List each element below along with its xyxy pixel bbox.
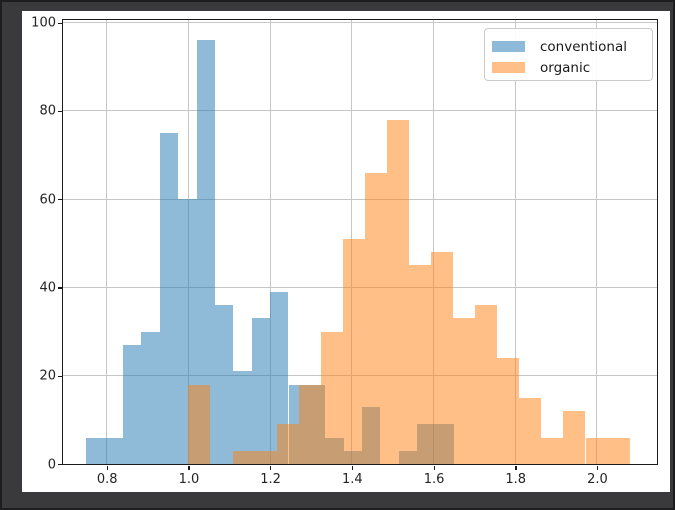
- y-tick-mark: [58, 287, 62, 289]
- legend: conventional organic: [484, 28, 653, 81]
- y-tick-mark: [58, 464, 62, 466]
- matplotlib-figure: conventional organic 0.8 1.0 1.2 1.4 1.6 1.8 2…: [22, 11, 670, 492]
- x-tick-mark: [515, 466, 517, 470]
- gridline-x-2.0: [596, 20, 598, 464]
- plot-area: conventional organic: [62, 19, 658, 465]
- x-tick-label-1.4: 1.4: [341, 472, 363, 487]
- y-tick-label-20: 20: [39, 368, 56, 384]
- hist-bar-organic: [298, 384, 321, 464]
- gridline-x-1.6: [433, 20, 435, 464]
- gridline-x-0.8: [106, 20, 108, 464]
- hist-bar-conventional: [214, 305, 234, 464]
- hist-bar-organic: [431, 252, 454, 464]
- hist-bar-organic: [276, 424, 299, 464]
- x-tick-label-0.8: 0.8: [96, 472, 118, 487]
- y-tick-mark: [58, 199, 62, 201]
- hist-bar-organic: [475, 305, 498, 464]
- hist-bar-conventional: [233, 371, 252, 464]
- hist-bar-conventional: [270, 291, 289, 464]
- hist-bar-organic: [364, 172, 387, 464]
- y-tick-mark: [58, 110, 62, 113]
- hist-bar-organic: [254, 450, 277, 464]
- gridline-y-60: [63, 198, 657, 200]
- hist-bar-organic: [320, 331, 343, 464]
- x-tick-mark: [106, 466, 108, 470]
- x-tick-label-1.8: 1.8: [505, 472, 527, 487]
- legend-swatch-conventional: [492, 41, 525, 52]
- x-tick-mark: [433, 466, 435, 470]
- y-tick-label-60: 60: [39, 192, 56, 208]
- hist-bar-organic: [607, 437, 630, 464]
- x-tick-label-1.0: 1.0: [178, 472, 200, 487]
- y-tick-label-80: 80: [39, 103, 56, 119]
- hist-bar-organic: [386, 119, 409, 464]
- x-tick-label-2.0: 2.0: [587, 472, 608, 487]
- hist-bar-conventional: [159, 133, 179, 464]
- y-tick-label-40: 40: [39, 280, 56, 296]
- gridline-x-1.8: [514, 20, 516, 464]
- hist-bar-conventional: [251, 318, 271, 464]
- x-tick-label-1.2: 1.2: [260, 472, 281, 487]
- hist-bar-organic: [541, 437, 564, 464]
- hist-bar-conventional: [196, 40, 215, 464]
- legend-entry-organic: organic: [492, 57, 652, 78]
- hist-bar-conventional: [86, 437, 105, 464]
- x-tick-label-1.6: 1.6: [423, 472, 445, 487]
- hist-bar-organic: [497, 358, 520, 464]
- hist-bar-organic: [519, 397, 542, 464]
- legend-swatch-organic: [492, 62, 525, 73]
- y-tick-mark: [58, 22, 62, 24]
- hist-bar-organic: [453, 318, 476, 464]
- x-tick-mark: [270, 466, 272, 470]
- hist-bar-conventional: [123, 344, 142, 464]
- hist-bar-organic: [563, 411, 586, 464]
- x-tick-mark: [596, 466, 599, 470]
- gridline-y-80: [63, 110, 657, 112]
- hist-bar-organic: [188, 384, 211, 464]
- hist-bar-organic: [585, 437, 608, 464]
- hist-bar-conventional: [141, 331, 160, 464]
- hist-bar-organic: [232, 450, 255, 464]
- x-tick-mark: [188, 466, 190, 470]
- y-tick-label-100: 100: [31, 15, 56, 31]
- histogram-series-organic: [63, 20, 657, 464]
- gridline-y-100: [63, 22, 657, 24]
- hist-bar-organic: [409, 265, 432, 464]
- y-tick-label-0: 0: [47, 457, 56, 472]
- legend-label-organic: organic: [540, 59, 591, 76]
- x-tick-mark: [351, 466, 354, 470]
- gridline-x-1.2: [269, 20, 271, 464]
- y-tick-mark: [58, 375, 62, 378]
- hist-bar-conventional: [104, 437, 124, 464]
- legend-label-conventional: conventional: [540, 38, 627, 55]
- hist-bar-organic: [342, 238, 365, 464]
- legend-entry-conventional: conventional: [492, 36, 652, 57]
